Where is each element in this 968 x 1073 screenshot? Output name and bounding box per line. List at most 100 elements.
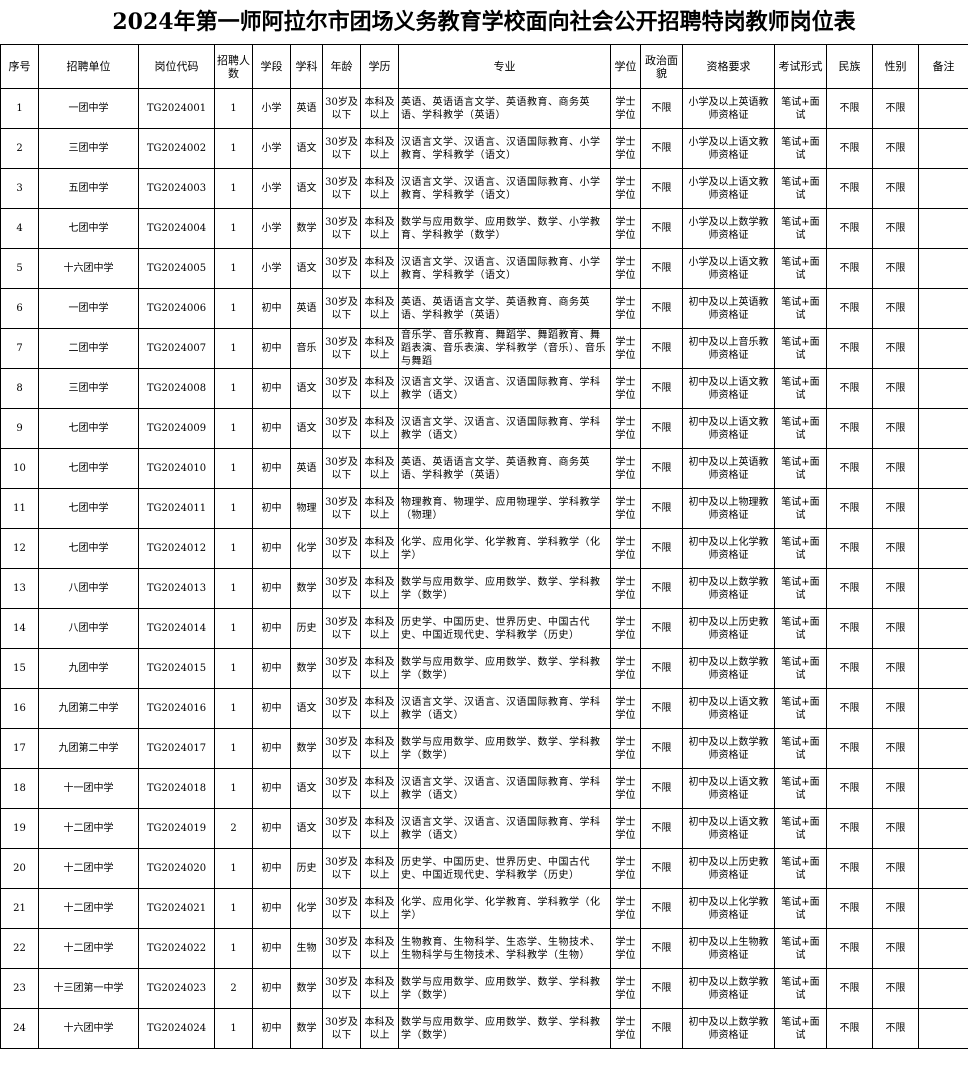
- table-cell: 语文: [290, 128, 323, 169]
- table-cell: 数学: [290, 728, 323, 769]
- table-cell: TG2024001: [138, 88, 215, 129]
- table-cell: 1: [214, 448, 253, 489]
- table-cell: 30岁及以下: [322, 648, 361, 689]
- table-row: 7 二团中学 TG2024007 1 初中 音乐 30岁及以下 本科及以上 音乐学、音乐教育、舞…: [0, 328, 968, 369]
- table-cell: TG2024009: [138, 408, 215, 449]
- table-cell: 1: [214, 288, 253, 329]
- table-cell: 英语: [290, 88, 323, 129]
- table-cell: 物理教育、物理学、应用物理学、学科教学（物理）: [398, 488, 611, 529]
- table-cell: 笔试+面试: [774, 1008, 827, 1049]
- table-cell: 数学: [290, 568, 323, 609]
- table-cell: TG2024019: [138, 808, 215, 849]
- table-cell: 30岁及以下: [322, 888, 361, 929]
- table-cell: 不限: [872, 368, 919, 409]
- table-cell: 数学与应用数学、应用数学、数学、学科教学（数学）: [398, 968, 611, 1009]
- table-cell: 小学: [252, 88, 291, 129]
- table-cell: 不限: [872, 648, 919, 689]
- table-cell: 不限: [872, 328, 919, 369]
- table-cell: 三团中学: [38, 128, 139, 169]
- table-cell: 1: [214, 608, 253, 649]
- table-cell: 1: [0, 88, 39, 129]
- table-cell: 不限: [826, 888, 873, 929]
- table-cell: 笔试+面试: [774, 648, 827, 689]
- table-cell: 不限: [826, 568, 873, 609]
- table-cell: 4: [0, 208, 39, 249]
- column-header: 专业: [398, 44, 611, 89]
- table-cell: 30岁及以下: [322, 688, 361, 729]
- table-cell: 十三团第一中学: [38, 968, 139, 1009]
- table-cell: 初中: [252, 888, 291, 929]
- column-header: 学科: [290, 44, 323, 89]
- table-row: 2 三团中学 TG2024002 1 小学 语文 30岁及以下 本科及以上 汉语言文学、汉语言、…: [0, 128, 968, 169]
- table-cell: 不限: [826, 1008, 873, 1049]
- table-cell: 本科及以上: [360, 368, 399, 409]
- table-cell: 学士学位: [610, 248, 641, 289]
- empty-cell: [918, 448, 968, 489]
- table-cell: 小学: [252, 248, 291, 289]
- table-cell: 语文: [290, 248, 323, 289]
- table-cell: TG2024003: [138, 168, 215, 209]
- table-cell: 历史: [290, 608, 323, 649]
- table-cell: 五团中学: [38, 168, 139, 209]
- table-cell: 笔试+面试: [774, 288, 827, 329]
- table-cell: 语文: [290, 808, 323, 849]
- table-cell: 不限: [826, 688, 873, 729]
- table-cell: 初中及以上数学教师资格证: [682, 568, 775, 609]
- table-row: 18 十一团中学 TG2024018 1 初中 语文 30岁及以下 本科及以上 汉语言文学、汉语…: [0, 768, 968, 809]
- table-cell: 不限: [826, 768, 873, 809]
- table-cell: 小学及以上语文教师资格证: [682, 248, 775, 289]
- table-cell: 本科及以上: [360, 328, 399, 369]
- table-cell: 小学及以上语文教师资格证: [682, 128, 775, 169]
- empty-cell: [918, 488, 968, 529]
- table-cell: 物理: [290, 488, 323, 529]
- table-cell: 化学、应用化学、化学教育、学科教学（化学）: [398, 888, 611, 929]
- column-header: 岗位代码: [138, 44, 215, 89]
- table-cell: 笔试+面试: [774, 688, 827, 729]
- table-cell: 数学与应用数学、应用数学、数学、学科教学（数学）: [398, 728, 611, 769]
- table-row: 11 七团中学 TG2024011 1 初中 物理 30岁及以下 本科及以上 物理教育、物理学、…: [0, 488, 968, 529]
- table-cell: 历史学、中国历史、世界历史、中国古代史、中国近现代史、学科教学（历史）: [398, 848, 611, 889]
- table-cell: 数学与应用数学、应用数学、数学、学科教学（数学）: [398, 1008, 611, 1049]
- table-cell: TG2024002: [138, 128, 215, 169]
- table-cell: 本科及以上: [360, 168, 399, 209]
- table-cell: 笔试+面试: [774, 968, 827, 1009]
- table-cell: 不限: [640, 528, 683, 569]
- table-cell: 24: [0, 1008, 39, 1049]
- table-cell: 17: [0, 728, 39, 769]
- table-cell: 本科及以上: [360, 208, 399, 249]
- table-cell: 30岁及以下: [322, 848, 361, 889]
- table-cell: 初中及以上数学教师资格证: [682, 968, 775, 1009]
- empty-cell: [918, 128, 968, 169]
- table-cell: 初中: [252, 368, 291, 409]
- table-cell: 学士学位: [610, 928, 641, 969]
- table-row: 19 十二团中学 TG2024019 2 初中 语文 30岁及以下 本科及以上 汉语言文学、汉语…: [0, 808, 968, 849]
- table-cell: 本科及以上: [360, 848, 399, 889]
- table-cell: 不限: [826, 208, 873, 249]
- table-cell: 30岁及以下: [322, 608, 361, 649]
- table-cell: 本科及以上: [360, 968, 399, 1009]
- table-cell: 30岁及以下: [322, 728, 361, 769]
- table-cell: 小学及以上英语教师资格证: [682, 88, 775, 129]
- table-cell: 汉语言文学、汉语言、汉语国际教育、学科教学（语文）: [398, 688, 611, 729]
- table-cell: 30岁及以下: [322, 928, 361, 969]
- table-row: 17 九团第二中学 TG2024017 1 初中 数学 30岁及以下 本科及以上 数学与应用数学…: [0, 728, 968, 769]
- column-header: 年龄: [322, 44, 361, 89]
- table-cell: 一团中学: [38, 288, 139, 329]
- table-cell: 30岁及以下: [322, 168, 361, 209]
- table-cell: TG2024006: [138, 288, 215, 329]
- table-cell: 汉语言文学、汉语言、汉语国际教育、学科教学（语文）: [398, 808, 611, 849]
- table-row: 3 五团中学 TG2024003 1 小学 语文 30岁及以下 本科及以上 汉语言文学、汉语言、…: [0, 168, 968, 209]
- table-cell: 学士学位: [610, 128, 641, 169]
- table-cell: 十二团中学: [38, 808, 139, 849]
- table-cell: 十二团中学: [38, 848, 139, 889]
- empty-cell: [918, 768, 968, 809]
- table-cell: 语文: [290, 768, 323, 809]
- table-cell: 30岁及以下: [322, 968, 361, 1009]
- table-cell: 初中: [252, 848, 291, 889]
- table-cell: 本科及以上: [360, 448, 399, 489]
- table-cell: 20: [0, 848, 39, 889]
- table-cell: 2: [0, 128, 39, 169]
- table-cell: 汉语言文学、汉语言、汉语国际教育、学科教学（语文）: [398, 368, 611, 409]
- table-cell: 1: [214, 888, 253, 929]
- table-cell: 九团中学: [38, 648, 139, 689]
